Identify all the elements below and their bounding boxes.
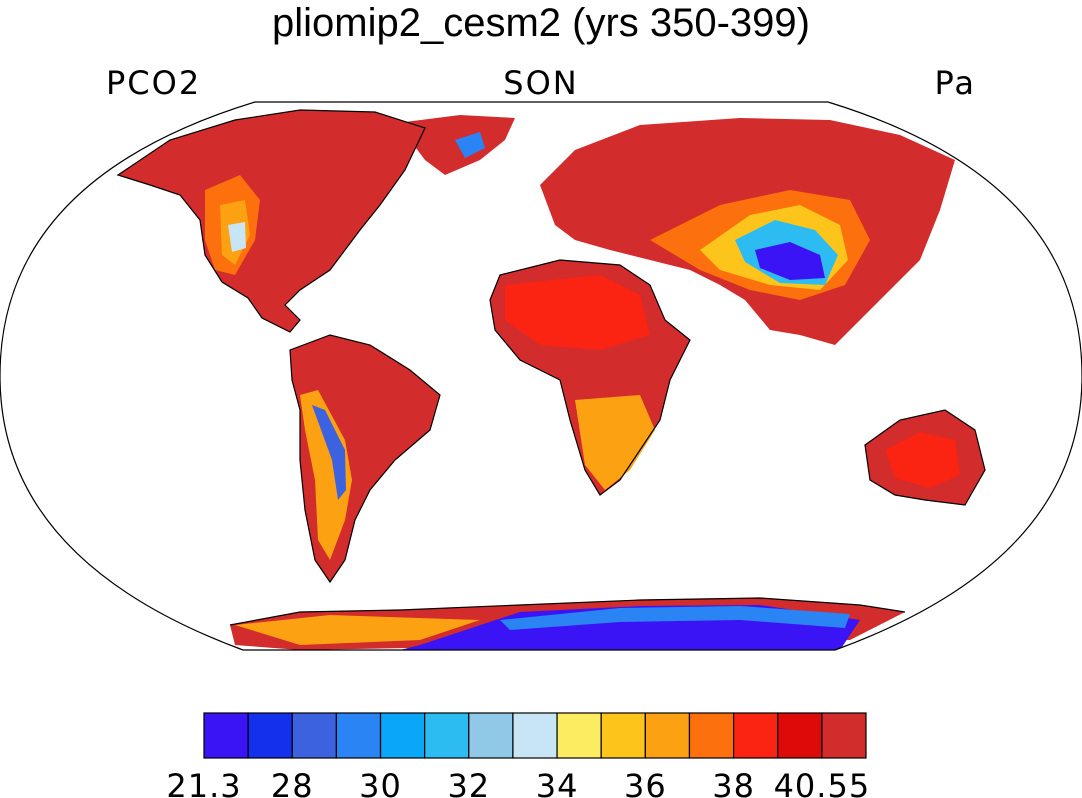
colorbar-box (379, 712, 426, 759)
land-andes-blue (312, 405, 346, 500)
colorbar-box (777, 712, 823, 759)
land-australia-inner (885, 432, 960, 488)
land-africa-north (505, 275, 650, 350)
land-greenland-ice (455, 132, 485, 158)
land-africa-south (575, 395, 655, 490)
colorbar-box (556, 712, 602, 759)
variable-label: PCO2 (106, 64, 202, 102)
colorbar-box (600, 712, 646, 759)
colorbar-tick-label: 21.3 (166, 767, 241, 798)
land-rockies-pale (228, 222, 246, 252)
land-north-america (118, 110, 425, 332)
land-antarctica-pale (235, 615, 480, 645)
colorbar-box (688, 712, 735, 759)
land-tibet-deep (755, 242, 825, 280)
land-antarctica-ice-edge (500, 606, 850, 630)
colorbar-box (291, 712, 337, 759)
land-andes (300, 390, 352, 560)
season-label: SON (503, 64, 579, 102)
colorbar-tick-label: 40.55 (774, 767, 871, 798)
colorbar-box (732, 712, 779, 759)
colorbar-box (821, 712, 867, 759)
colorbar-tick-label: 36 (624, 767, 667, 798)
colorbar-box (468, 712, 514, 759)
colorbar-tick-label: 38 (712, 767, 755, 798)
plot-title: pliomip2_cesm2 (yrs 350-399) (271, 1, 810, 45)
colorbar-tick-label: 28 (271, 767, 314, 798)
colorbar-tick-label: 30 (359, 767, 402, 798)
colorbar-box (424, 712, 470, 759)
colorbar-tick-label: 34 (536, 767, 579, 798)
colorbar-box (512, 712, 558, 759)
colorbar-box (335, 712, 382, 759)
colorbar-box (203, 712, 249, 759)
colorbar-tick-label: 32 (447, 767, 490, 798)
map-boundary (0, 101, 1082, 651)
colorbar-box (247, 712, 293, 759)
units-label: Pa (934, 64, 976, 102)
colorbar-box (644, 712, 691, 759)
